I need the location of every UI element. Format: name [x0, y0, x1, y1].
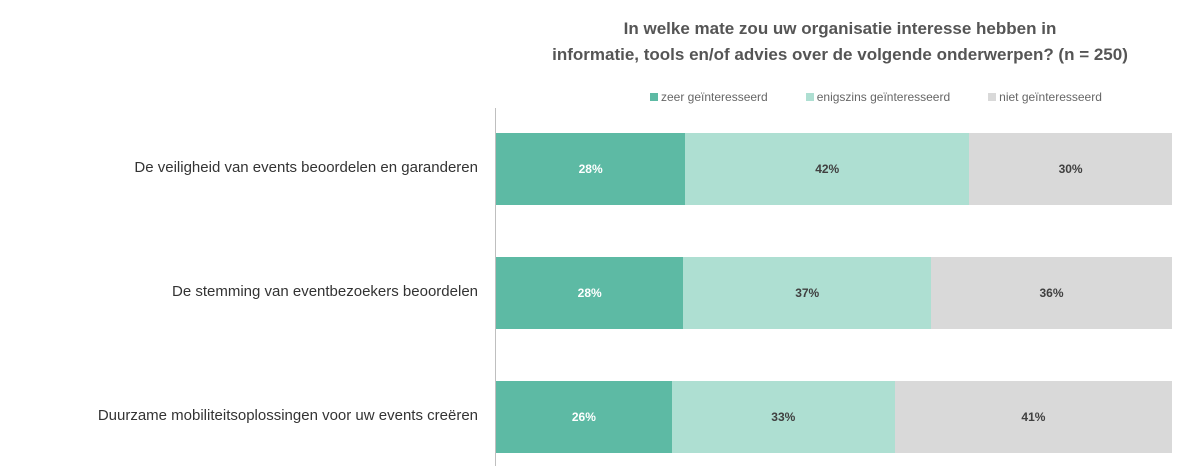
legend-item-niet: niet geïnteresseerd	[988, 90, 1102, 104]
data-label: 30%	[1058, 162, 1083, 176]
legend-swatch	[650, 93, 658, 101]
bar-segment: 28%	[496, 257, 684, 329]
data-label: 28%	[577, 286, 602, 300]
data-label: 41%	[1021, 410, 1046, 424]
legend-swatch	[805, 93, 814, 101]
legend: zeer geïnteresseerd enigszins geïnteress…	[650, 90, 1102, 104]
category-axis-line	[495, 108, 496, 466]
chart-title-line-1: In welke mate zou uw organisatie interes…	[623, 19, 1057, 38]
legend-label: enigszins geïnteresseerd	[816, 90, 951, 104]
category-label: De stemming van eventbezoekers beoordele…	[171, 283, 478, 300]
data-label: 26%	[571, 410, 596, 424]
bar-segment: 42%	[685, 133, 970, 205]
data-label: 37%	[795, 286, 820, 300]
bar-segment: 30%	[969, 133, 1172, 205]
bar-segment: 37%	[683, 257, 932, 329]
data-label: 36%	[1039, 286, 1064, 300]
bar-segment: 33%	[671, 381, 895, 453]
chart-title-line-2: informatie, tools en/of advies over de v…	[552, 45, 1128, 64]
legend-item-zeer: zeer geïnteresseerd	[650, 90, 768, 104]
data-label: 33%	[771, 410, 796, 424]
data-label: 42%	[815, 162, 840, 176]
category-label: De veiligheid van events beoordelen en g…	[134, 159, 478, 176]
chart-title: In welke mate zou uw organisatie interes…	[480, 16, 1200, 68]
data-label: 28%	[578, 162, 603, 176]
bar-segment: 36%	[931, 257, 1172, 329]
legend-item-enigszins: enigszins geïnteresseerd	[805, 90, 951, 104]
bar-segment: 28%	[496, 133, 686, 205]
legend-label: zeer geïnteresseerd	[661, 90, 768, 104]
bar-segment: 26%	[496, 381, 672, 453]
bar-segment: 41%	[894, 381, 1172, 453]
category-label: Duurzame mobiliteitsoplossingen voor uw …	[97, 407, 478, 424]
legend-swatch	[988, 93, 997, 101]
legend-label: niet geïnteresseerd	[999, 90, 1102, 104]
